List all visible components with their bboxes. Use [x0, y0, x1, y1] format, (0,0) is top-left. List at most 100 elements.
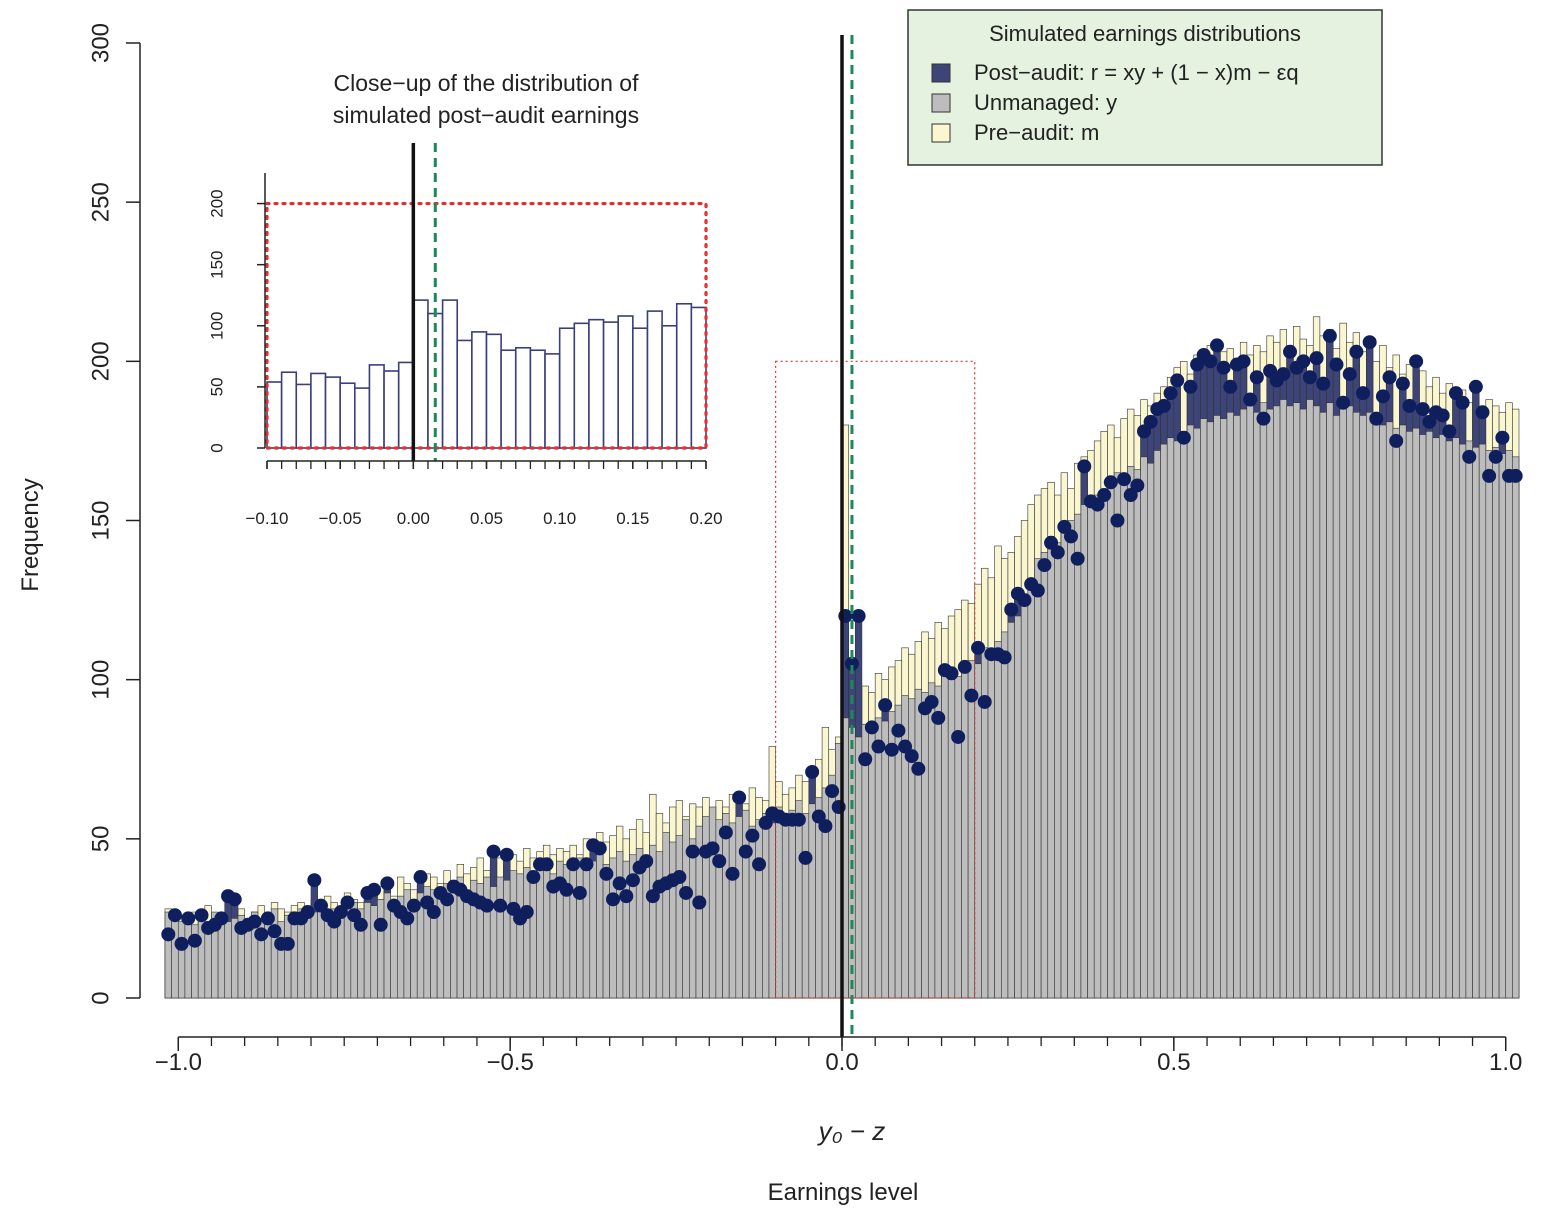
data-point [1256, 411, 1271, 426]
bar [1385, 421, 1394, 999]
bar [1339, 408, 1347, 999]
legend-title: Simulated earnings distributions [989, 21, 1301, 46]
bar [1147, 462, 1155, 999]
bar [1279, 399, 1287, 999]
data-point [440, 892, 455, 907]
bar [427, 312, 444, 449]
data-point [161, 927, 176, 942]
bar [224, 921, 232, 999]
bar [184, 914, 192, 999]
data-point [825, 784, 840, 799]
data-point [1037, 558, 1052, 573]
bar [310, 911, 318, 999]
bar [1445, 440, 1453, 999]
bar [1120, 478, 1128, 999]
legend-box [907, 9, 1383, 166]
bar [1180, 431, 1188, 999]
data-point [227, 892, 242, 907]
data-point [672, 870, 687, 885]
bar [1472, 446, 1480, 999]
x-tick-label: −1.0 [155, 1049, 202, 1076]
bar [1100, 488, 1108, 999]
y-tick-label: 200 [87, 341, 114, 381]
y-tick-label: 250 [87, 182, 114, 222]
bar [808, 803, 816, 999]
bar [463, 889, 471, 999]
data-point [964, 688, 979, 703]
data-point [1176, 430, 1191, 445]
bar [1093, 494, 1102, 999]
bar [1087, 497, 1095, 999]
data-point [566, 857, 581, 872]
bar [503, 879, 511, 999]
bar [536, 863, 544, 999]
data-point [1183, 379, 1198, 394]
data-point [353, 917, 368, 932]
data-point [884, 742, 899, 757]
data-point [599, 866, 614, 881]
bar [456, 339, 473, 449]
data-point [174, 936, 189, 951]
bar [728, 822, 737, 999]
data-point [639, 854, 654, 869]
inset-title: Close−up of the distribution of [334, 70, 640, 96]
bar [353, 387, 371, 449]
bar [755, 819, 763, 999]
x-tick-label: 0.15 [616, 509, 649, 528]
bar [1253, 411, 1261, 999]
data-point [1409, 354, 1424, 369]
data-point [1508, 468, 1523, 483]
data-point [944, 666, 959, 681]
data-point [1156, 398, 1171, 413]
x-tick-label: 0.10 [543, 509, 576, 528]
bar [1312, 405, 1321, 999]
data-point [1462, 449, 1477, 464]
bar [337, 914, 345, 999]
bar [1425, 431, 1434, 999]
bar [1452, 437, 1460, 999]
data-point [1017, 593, 1032, 608]
y-tick-label: 150 [207, 250, 226, 278]
main-chart: y₀ − z 0 50 100 150 200 250 300 −1.0 −0.5 0.0 0.5 1.… [87, 9, 1523, 1146]
data-point [1495, 430, 1510, 445]
x-tick-label: 0.20 [689, 509, 722, 528]
bar [177, 921, 186, 999]
bar [801, 813, 810, 999]
data-point [679, 885, 694, 900]
data-point [1163, 386, 1178, 401]
data-point [692, 895, 707, 910]
bar [632, 327, 649, 449]
data-point [1117, 472, 1132, 487]
bar [947, 679, 956, 999]
bar [1306, 399, 1314, 999]
bar [558, 327, 576, 449]
bar [483, 876, 491, 999]
data-point [1276, 367, 1291, 382]
data-point [1349, 344, 1364, 359]
data-point [1070, 551, 1085, 566]
bar [669, 841, 677, 999]
bar [1319, 411, 1327, 999]
bar [1332, 415, 1341, 999]
data-point [1283, 344, 1298, 359]
data-point [254, 927, 269, 942]
data-point [1402, 398, 1417, 413]
bar [383, 370, 400, 449]
bar [1133, 469, 1141, 999]
bar [1505, 450, 1513, 999]
bar [1372, 418, 1380, 999]
bar [1273, 405, 1281, 999]
bar [874, 717, 883, 999]
data-point [373, 917, 388, 932]
data-point [904, 749, 919, 764]
y-tick-label: 300 [87, 23, 114, 63]
x-tick-label: −0.10 [245, 509, 288, 528]
data-point [181, 911, 196, 926]
bar [1213, 415, 1221, 999]
bar [1412, 427, 1420, 999]
inset-chart: 0 50 100 150 200 −0.10 −0.05 0.00 0.05 0.10 0.15 0.… [207, 70, 722, 528]
data-point [592, 841, 607, 856]
data-point [187, 933, 202, 948]
data-point [300, 905, 315, 920]
bar [544, 353, 561, 449]
